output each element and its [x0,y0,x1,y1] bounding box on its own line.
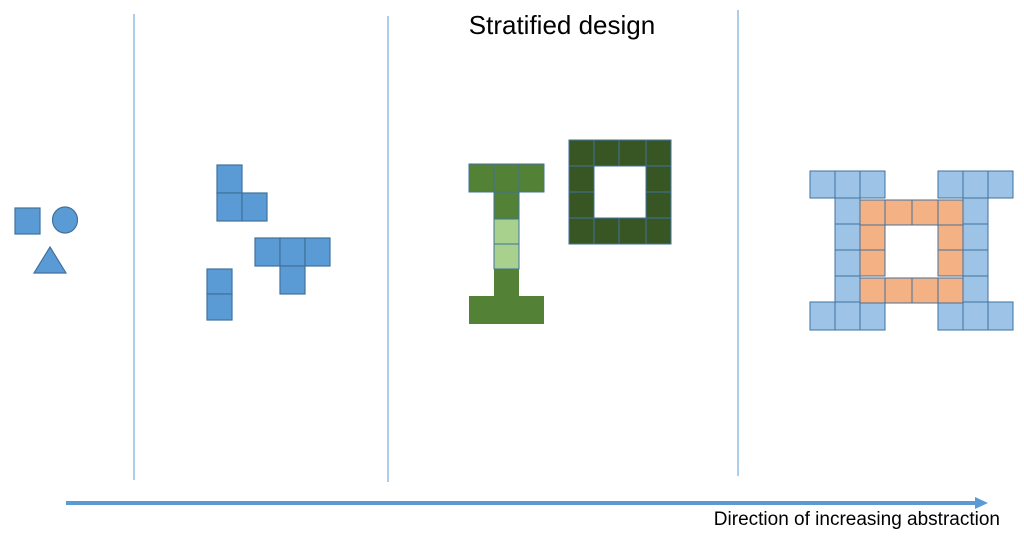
circle-shape [51,206,79,234]
layer-primitives [14,206,79,274]
square-shape [14,207,41,235]
layer-structures [468,139,672,324]
layer-blocks [206,164,331,321]
triangle-shape [32,245,68,274]
frame-structure [568,139,672,245]
layer-dividers [133,10,739,482]
diagram-title: Stratified design [468,10,656,40]
composition-orange-frame [859,199,964,304]
abstraction-axis-label: Direction of increasing abstraction [713,509,1000,530]
t-block [254,237,331,295]
l-block [216,164,268,222]
i-beam-structure [468,163,545,324]
layer-composition [809,170,1014,331]
diagram-title-container: Stratified design [412,10,712,46]
abstraction-arrow [66,497,988,509]
bar-block [206,268,233,321]
composition-blue-frame [809,170,1014,331]
